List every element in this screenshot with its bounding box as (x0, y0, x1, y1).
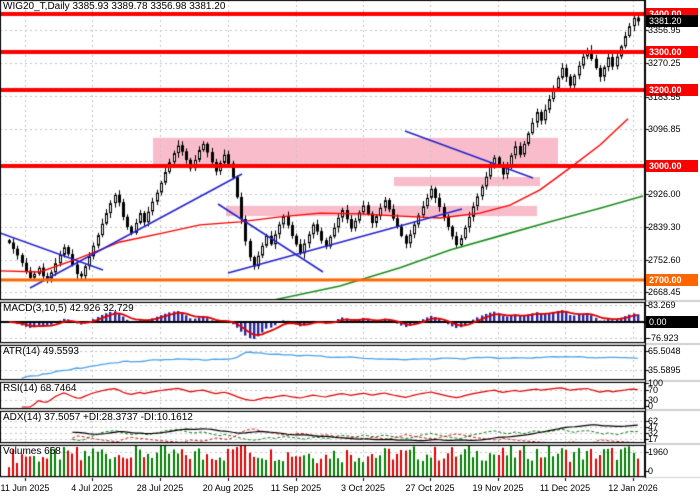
date-axis-label: 20 Aug 2025 (202, 483, 254, 493)
adx-axis-label: 17 (648, 434, 659, 444)
price-axis-label: 3270.25 (648, 58, 681, 68)
volumes-axis-label: 1960 (648, 447, 669, 457)
date-axis-label: 11 Jun 2025 (0, 483, 50, 493)
rsi-axis-label: 30 (648, 395, 659, 405)
macd-axis-label: 0.00 (646, 316, 698, 328)
price-axis-label: 2926.00 (648, 189, 681, 199)
date-axis-label: 3 Oct 2025 (340, 483, 386, 493)
price-axis-label: 2668.45 (648, 287, 681, 297)
price-axis-label: 2700.00 (646, 274, 698, 286)
volumes-panel-title: Volumes 658 (3, 446, 61, 457)
adx-axis-label: 47 (648, 422, 659, 432)
price-axis-label: 3096.85 (648, 124, 681, 134)
rsi-axis-label: 100 (648, 378, 664, 388)
adx-axis-label: 62 (648, 416, 659, 426)
adx-panel-title: ADX(14) 37.5057 +DI:28.3737 -DI:10.1612 (3, 412, 193, 423)
rsi-axis-label: 70 (648, 385, 659, 395)
date-axis-label: 4 Jul 2025 (71, 483, 113, 493)
price-axis-label: 3183.55 (648, 92, 681, 102)
atr-panel-title: ATR(14) 49.5593 (3, 346, 79, 357)
price-axis-label: 3000.00 (646, 160, 698, 172)
rsi-axis-label: 0 (648, 401, 654, 411)
date-axis-label: 12 Jan 2026 (608, 483, 658, 493)
price-axis-label: 3381.20 (646, 15, 698, 27)
price-axis-label: 3200.00 (646, 84, 698, 96)
atr-axis-label: 35.5895 (648, 365, 681, 375)
price-axis-label: 3300.00 (646, 46, 698, 58)
macd-panel-title: MACD(3,10,5) 42.926 32.729 (3, 303, 134, 314)
chart-symbol-title: WIG20_T,Daily 3385.93 3389.78 3356.98 33… (3, 1, 226, 12)
date-axis-label: 11 Dec 2025 (539, 483, 591, 493)
date-axis-label: 11 Sep 2025 (270, 483, 322, 493)
macd-axis-label: 83.269 (648, 300, 676, 310)
date-axis-label: 19 Nov 2025 (472, 483, 524, 493)
atr-axis-label: 65.5048 (648, 346, 681, 356)
rsi-panel-title: RSI(14) 68.7464 (3, 383, 77, 394)
price-axis-label: 2839.30 (648, 222, 681, 232)
price-axis-label: 3356.95 (648, 25, 681, 35)
adx-axis-label: 32 (648, 428, 659, 438)
volumes-axis-label: 0 (648, 466, 654, 476)
date-axis-label: 28 Jul 2025 (136, 483, 184, 493)
macd-axis-label: -76.923 (648, 333, 679, 343)
date-axis-label: 27 Oct 2025 (405, 483, 455, 493)
price-axis-label: 2752.60 (648, 255, 681, 265)
